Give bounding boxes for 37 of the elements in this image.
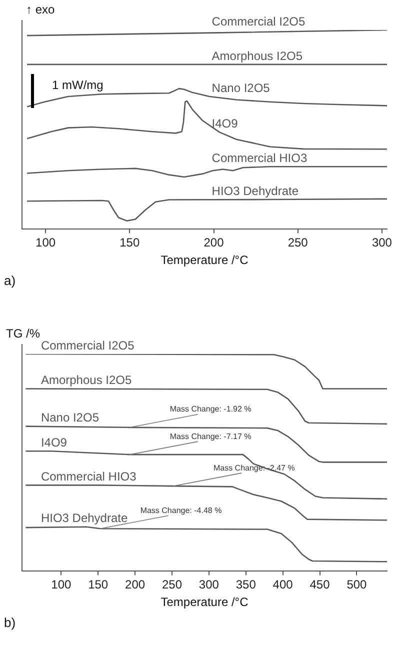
series-label: Amorphous I2O5 bbox=[212, 48, 303, 63]
x-tick-label: 250 bbox=[288, 236, 308, 250]
series-label: HIO3 Dehydrate bbox=[40, 511, 128, 526]
annotation: Mass Change: -1.92 % bbox=[170, 404, 252, 414]
annotation: Mass Change: -2.47 % bbox=[213, 463, 295, 472]
x-tick-label: 400 bbox=[272, 578, 294, 592]
x-tick-label: 350 bbox=[236, 578, 256, 592]
x-tick-label: 300 bbox=[372, 236, 392, 250]
x-tick-label: 500 bbox=[346, 578, 368, 592]
x-tick-label: 200 bbox=[125, 578, 146, 592]
x-axis-title: Temperature /°C bbox=[160, 253, 249, 268]
series-label: Nano I2O5 bbox=[40, 410, 100, 425]
series-label: Commercial HIO3 bbox=[40, 470, 137, 484]
series-label: Commercial HIO3 bbox=[212, 150, 308, 165]
y-axis-title: ↑ exo bbox=[26, 2, 56, 16]
annotation: Mass Change: -4.48 % bbox=[140, 506, 222, 515]
x-tick-label: 100 bbox=[51, 578, 72, 592]
series-label: Commercial I2O5 bbox=[40, 338, 135, 352]
x-tick-label: 250 bbox=[162, 578, 182, 592]
text: a) bbox=[3, 272, 17, 290]
x-tick-label: 150 bbox=[120, 236, 140, 250]
series-label: Nano I2O5 bbox=[212, 80, 270, 95]
series-label: I4O9 bbox=[212, 116, 238, 130]
series-label: Amorphous I2O5 bbox=[40, 373, 132, 388]
x-tick-label: 200 bbox=[204, 236, 224, 250]
x-tick-label: 100 bbox=[36, 236, 56, 250]
x-axis-title: Temperature /°C bbox=[160, 595, 249, 610]
y-axis-title: TG /% bbox=[6, 326, 40, 340]
x-tick-label: 300 bbox=[198, 578, 220, 592]
series-label: HIO3 Dehydrate bbox=[212, 184, 299, 198]
x-tick-label: 450 bbox=[310, 578, 330, 592]
text: b) bbox=[3, 614, 17, 632]
series-label: I4O9 bbox=[40, 435, 68, 450]
x-tick-label: 150 bbox=[88, 578, 108, 592]
series-label: Commercial I2O5 bbox=[212, 14, 306, 28]
annotation: Mass Change: -7.17 % bbox=[170, 432, 252, 441]
annotation: 1 mW/mg bbox=[52, 78, 104, 92]
